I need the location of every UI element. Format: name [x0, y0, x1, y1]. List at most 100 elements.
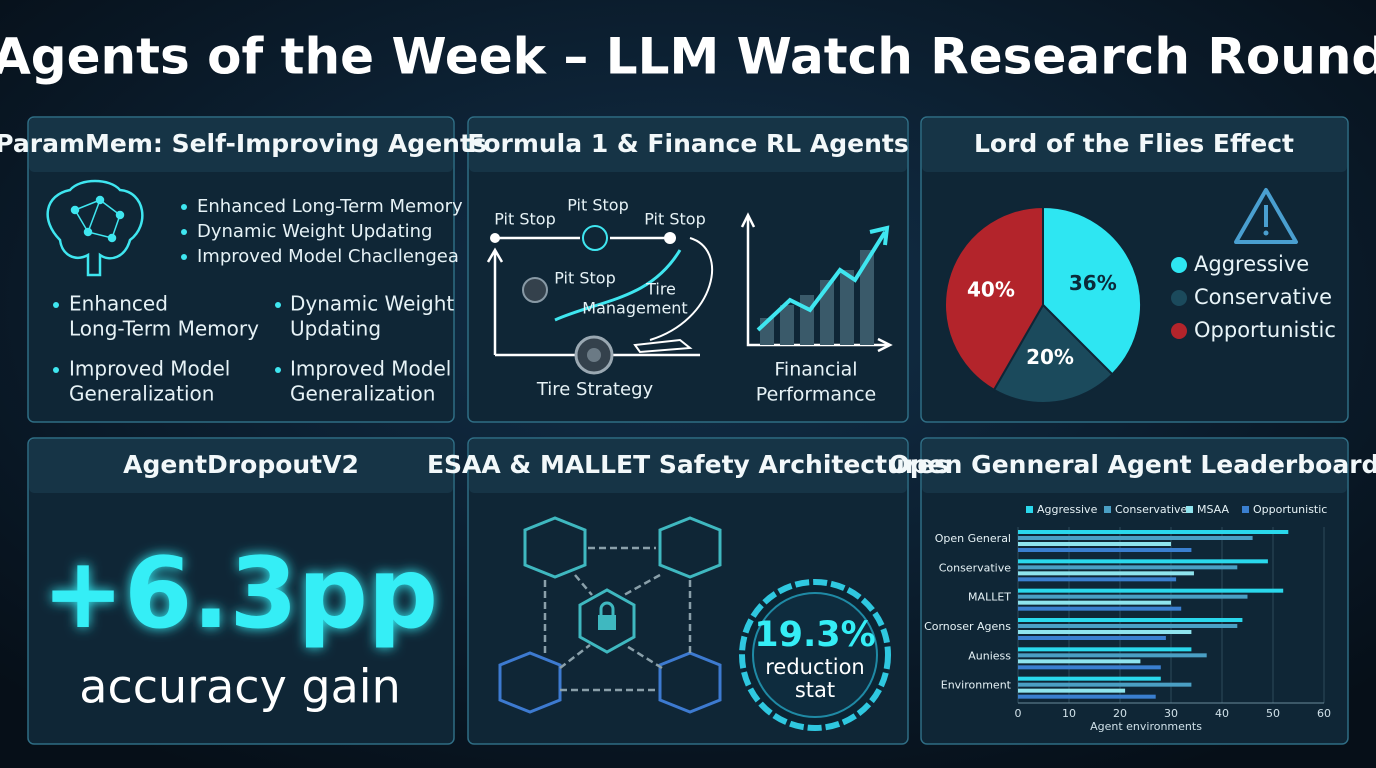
bar: [1018, 606, 1182, 611]
bullet: Generalization: [290, 382, 435, 406]
y-tick-label: Cornoser Agens: [924, 620, 1011, 633]
x-tick-label: 0: [1015, 707, 1022, 720]
y-tick-label: Environment: [941, 679, 1012, 692]
bar-chart: 0 10 20 30 40 50 60 Agent environments Open Gene…: [924, 503, 1331, 733]
tire-label: Management: [582, 299, 687, 318]
panel-title: ParamMem: Self-Improving Agents: [0, 129, 487, 158]
panel-title: ESAA & MALLET Safety Architectures: [427, 450, 949, 479]
legend-label: Aggressive: [1194, 252, 1309, 276]
pit-stop-label: Pit Stop: [644, 210, 705, 229]
tire-strategy-label: Tire Strategy: [536, 379, 654, 400]
accuracy-stat: +6.3pp: [42, 537, 438, 651]
bar: [1018, 559, 1268, 564]
pit-stop-label: Pit Stop: [567, 196, 628, 215]
bar: [1018, 542, 1171, 546]
bar: [1018, 647, 1192, 652]
race-diagram: [486, 225, 714, 375]
page-title: AI Agents of the Week – LLM Watch Resear…: [0, 28, 1376, 86]
legend-swatch: [1171, 257, 1187, 273]
legend-swatch: [1186, 506, 1193, 513]
tire-label: Tire: [645, 280, 676, 299]
safety-diagram: [498, 516, 722, 714]
bullet: Improved Model: [290, 357, 451, 381]
pie-chart: 36% Aggressive 20% Conservative 40% Opportuni…: [944, 205, 1336, 404]
pit-stop-label: Pit Stop: [494, 210, 555, 229]
accuracy-caption: accuracy gain: [79, 660, 400, 714]
x-tick-label: 10: [1062, 707, 1076, 720]
y-tick-label: Conservative: [939, 561, 1012, 574]
x-tick-label: 20: [1113, 707, 1127, 720]
pie-slice: [944, 205, 1044, 392]
legend-label: Opportunistic: [1253, 503, 1327, 516]
pie-label: 20%: [1026, 345, 1074, 369]
bullet: Updating: [290, 317, 381, 341]
y-tick-label: Open General: [935, 532, 1011, 545]
x-tick-label: 30: [1164, 707, 1178, 720]
finance-label: Financial: [774, 359, 857, 381]
bar: [1018, 565, 1238, 570]
bullet: Generalization: [69, 382, 214, 406]
top-bullets: [53, 204, 281, 373]
bar: [1018, 530, 1289, 534]
legend-label: Conservative: [1115, 503, 1188, 516]
y-tick-label: MALLET: [968, 591, 1011, 604]
reduction-stat: 19.3%: [754, 615, 875, 655]
bar: [1018, 653, 1207, 658]
bullet: Improved Model Chacllengea: [197, 246, 459, 267]
pit-stop-label: Pit Stop: [554, 269, 615, 288]
bar: [1018, 536, 1253, 540]
bar: [1018, 548, 1192, 552]
bullet: Enhanced: [69, 292, 168, 316]
bar: [1018, 588, 1284, 593]
bar: [1018, 594, 1248, 599]
stat-badge: [739, 579, 891, 731]
x-axis-label: Agent environments: [1090, 720, 1202, 733]
brain-icon: [46, 179, 144, 277]
bar: [1018, 694, 1156, 699]
panel-title: Formula 1 & Finance RL Agents: [467, 129, 908, 158]
reduction-caption: reduction: [765, 655, 865, 679]
x-tick-label: 50: [1266, 707, 1280, 720]
bar: [1018, 682, 1192, 687]
x-tick-label: 60: [1317, 707, 1331, 720]
bar: [1018, 676, 1161, 681]
bullet: Dynamic Weight: [290, 292, 454, 316]
pie-label: 40%: [967, 278, 1015, 302]
bar: [1018, 665, 1161, 670]
panel-title: AgentDropoutV2: [123, 450, 359, 479]
bullet: Long-Term Memory: [69, 317, 259, 341]
bullet: Enhanced Long-Term Memory: [197, 196, 463, 217]
legend-swatch: [1026, 506, 1033, 513]
legend-label: Opportunistic: [1194, 318, 1336, 342]
x-tick-label: 40: [1215, 707, 1229, 720]
legend-label: Aggressive: [1037, 503, 1098, 516]
bar: [1018, 577, 1177, 582]
legend-swatch: [1242, 506, 1249, 513]
legend-label: Conservative: [1194, 285, 1332, 309]
legend-swatch: [1104, 506, 1111, 513]
bar: [1018, 636, 1166, 640]
bar: [1018, 600, 1171, 605]
bar: [1018, 624, 1238, 628]
bullet: Dynamic Weight Updating: [197, 221, 433, 242]
bar: [1018, 571, 1194, 576]
warning-icon: [1234, 188, 1298, 244]
bar: [1018, 630, 1192, 634]
legend-swatch: [1171, 290, 1187, 306]
bullet: Improved Model: [69, 357, 230, 381]
pie-slice: [1042, 205, 1142, 376]
finance-icon: [740, 212, 893, 353]
pie-label: 36%: [1069, 271, 1117, 295]
bar: [1018, 618, 1243, 622]
bar: [1018, 688, 1126, 693]
legend-swatch: [1171, 323, 1187, 339]
legend-label: MSAA: [1197, 503, 1230, 516]
panel-title: Open Genneral Agent Leaderboard: [889, 450, 1376, 479]
pie-slice: [992, 303, 1114, 404]
finance-label: Performance: [756, 384, 876, 406]
panel-title: Lord of the Flies Effect: [974, 129, 1294, 158]
reduction-caption: stat: [795, 678, 835, 702]
y-tick-label: Auniess: [968, 649, 1011, 662]
bar: [1018, 659, 1141, 664]
